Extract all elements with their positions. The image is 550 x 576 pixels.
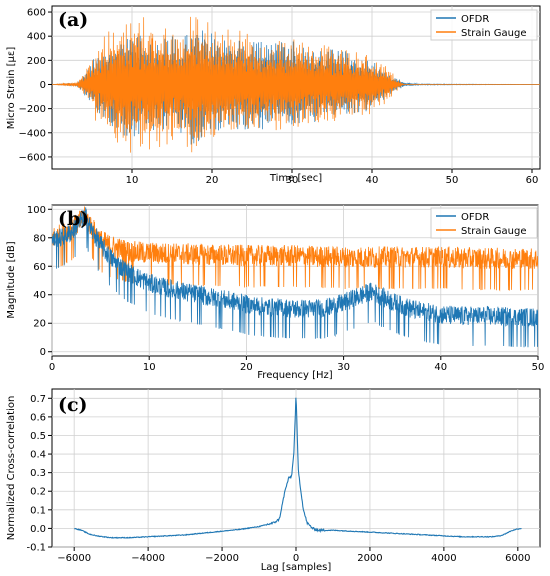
panel-c-ytick-label-0: -0.1	[26, 543, 46, 554]
panel-c-ylabel: Normalized Cross-correlation	[6, 396, 17, 541]
panel-a-ylabel: Micro Strain [με]	[6, 47, 17, 130]
panel-a-ytick-label-2: −200	[19, 104, 46, 115]
panel-c-ytick-label-3: 0.2	[30, 487, 46, 498]
panel-b-legend-strain-gauge: Strain Gauge	[461, 226, 527, 237]
panel-c-xtick-label-1: −4000	[131, 553, 165, 564]
panel-b-xtick-label-4: 40	[434, 362, 447, 373]
panel-c-ytick-label-7: 0.6	[30, 412, 46, 423]
panel-b-xtick-label-2: 20	[240, 362, 253, 373]
panel-b-xtick-label-5: 50	[532, 362, 545, 373]
panel-b-spectrum: 0 10 20 30 40 50 0 20 40 60 80 100 (b) Frequency [H…	[6, 204, 544, 381]
panel-b-series-ofdr-line	[52, 207, 538, 348]
panel-a-tag: (a)	[58, 9, 88, 31]
panel-a-legend-box	[430, 9, 538, 41]
panel-b-tag: (b)	[58, 208, 89, 230]
panel-a-xlabel: Time [sec]	[269, 173, 322, 184]
panel-a-ticks: 10 20 30 40 50 60 −600 −400 −200 0 200 400 600	[19, 8, 539, 186]
panel-a-ytick-label-4: 200	[27, 56, 46, 67]
panel-c-xlabel: Lag [samples]	[261, 562, 332, 573]
panel-b-xtick-label-3: 30	[337, 362, 350, 373]
panel-b-legend-ofdr: OFDR	[461, 212, 489, 223]
panel-a-xtick-label-4: 50	[446, 175, 459, 186]
panel-b-ytick-label-5: 100	[27, 205, 46, 216]
panel-c-xtick-label-0: −6000	[57, 553, 91, 564]
panel-b-legend: OFDR Strain Gauge	[430, 207, 538, 239]
panel-c-ytick-label-1: 0.0	[30, 524, 46, 535]
panel-a-time-series: 10 20 30 40 50 60 −600 −400 −200 0 200 400 600 (a) T…	[6, 5, 541, 186]
panel-a-ytick-label-1: −400	[19, 128, 46, 139]
panel-c-xtick-label-6: 6000	[505, 553, 530, 564]
panel-c-ytick-label-8: 0.7	[30, 394, 46, 405]
panel-b-ytick-label-0: 0	[40, 347, 46, 358]
panel-a-ytick-label-0: −600	[19, 152, 46, 163]
panel-a-xtick-label-0: 10	[126, 175, 139, 186]
panel-c-xtick-label-3: 0	[293, 553, 299, 564]
panel-b-ylabel: Magnitude [dB]	[6, 241, 17, 318]
panel-c-ytick-label-5: 0.4	[30, 450, 46, 461]
panel-a-ytick-label-6: 600	[27, 8, 46, 19]
panel-b-ticks: 0 10 20 30 40 50 0 20 40 60 80 100	[27, 205, 544, 373]
panel-a-series	[52, 16, 540, 153]
panel-c-xtick-label-5: 4000	[431, 553, 456, 564]
panel-a-legend-strain-gauge: Strain Gauge	[461, 28, 527, 39]
panel-c-ytick-label-4: 0.3	[30, 468, 46, 479]
panel-b-ytick-label-1: 20	[33, 319, 46, 330]
panel-b-series	[52, 206, 538, 348]
panel-c-ytick-label-2: 0.1	[30, 505, 46, 516]
panel-a-xtick-label-5: 60	[526, 175, 539, 186]
panel-b-legend-box	[430, 207, 538, 239]
panel-a-legend-ofdr: OFDR	[461, 14, 489, 25]
panel-c-cross-correlation: −6000 −4000 −2000 0 2000 4000 6000 -0.1 0.0 0.1 0.…	[6, 388, 541, 573]
panel-b-xtick-label-1: 10	[143, 362, 156, 373]
panel-c-series-line	[74, 397, 522, 539]
panel-a-series-strain-gauge-line	[52, 16, 540, 153]
panel-a-xtick-label-2: 30	[286, 175, 299, 186]
panel-c-series	[74, 397, 522, 539]
panel-c-ticks: −6000 −4000 −2000 0 2000 4000 6000 -0.1 0.0 0.1 0.…	[26, 394, 530, 564]
panel-a-xtick-label-1: 20	[206, 175, 219, 186]
panel-c-xtick-label-4: 2000	[357, 553, 382, 564]
panel-b-xtick-label-0: 0	[49, 362, 55, 373]
panel-a-ytick-label-5: 400	[27, 32, 46, 43]
panel-b-xlabel: Frequency [Hz]	[257, 370, 333, 381]
panel-c-ytick-label-6: 0.5	[30, 431, 46, 442]
panel-b-ytick-label-4: 80	[33, 233, 46, 244]
panel-a-legend: OFDR Strain Gauge	[430, 9, 538, 41]
panel-a-ytick-label-3: 0	[40, 80, 46, 91]
panel-b-ytick-label-3: 60	[33, 262, 46, 273]
panel-c-xtick-label-2: −2000	[205, 553, 239, 564]
panel-b-ytick-label-2: 40	[33, 290, 46, 301]
panel-a-xtick-label-3: 40	[366, 175, 379, 186]
panel-c-tag: (c)	[58, 394, 88, 416]
